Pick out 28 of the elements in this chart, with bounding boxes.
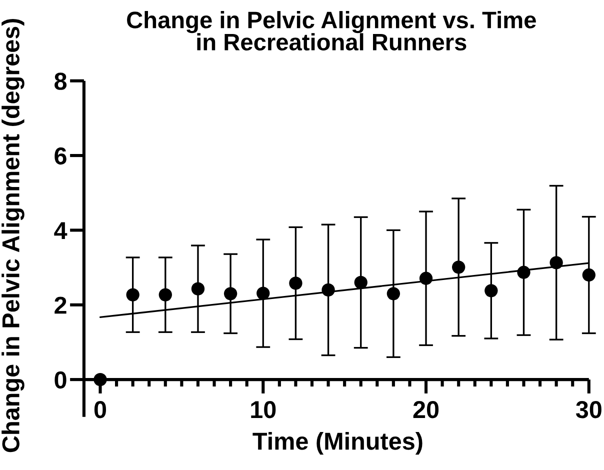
y-tick-label: 6 — [54, 147, 66, 165]
x-tick-label: 0 — [94, 401, 106, 418]
point — [94, 372, 107, 386]
x-tick-label: 30 — [576, 401, 602, 418]
point — [582, 268, 596, 282]
x-tick-label: 10 — [251, 401, 276, 418]
y-tick-label: 4 — [54, 222, 68, 240]
point — [158, 288, 172, 302]
point — [289, 276, 302, 290]
chart-title: Change in Pelvic Alignment vs. Time in Recreational Runners — [127, 11, 536, 51]
point — [354, 276, 368, 290]
y-tick-label: 8 — [54, 72, 67, 90]
point — [517, 266, 530, 279]
x-axis-title: Time (Minutes) — [252, 432, 422, 455]
point — [452, 260, 466, 274]
point — [550, 256, 563, 270]
point — [322, 283, 335, 297]
point — [386, 287, 400, 300]
point — [224, 287, 238, 300]
point — [419, 272, 433, 285]
point — [191, 282, 205, 296]
point — [126, 288, 140, 302]
y-tick-label: 2 — [54, 296, 66, 314]
point — [256, 286, 270, 300]
x-tick-label: 20 — [413, 401, 439, 418]
y-tick-label: 0 — [54, 371, 66, 389]
point — [484, 284, 498, 298]
y-axis-title: Change in Pelvic Alignment (degrees) — [2, 18, 24, 452]
